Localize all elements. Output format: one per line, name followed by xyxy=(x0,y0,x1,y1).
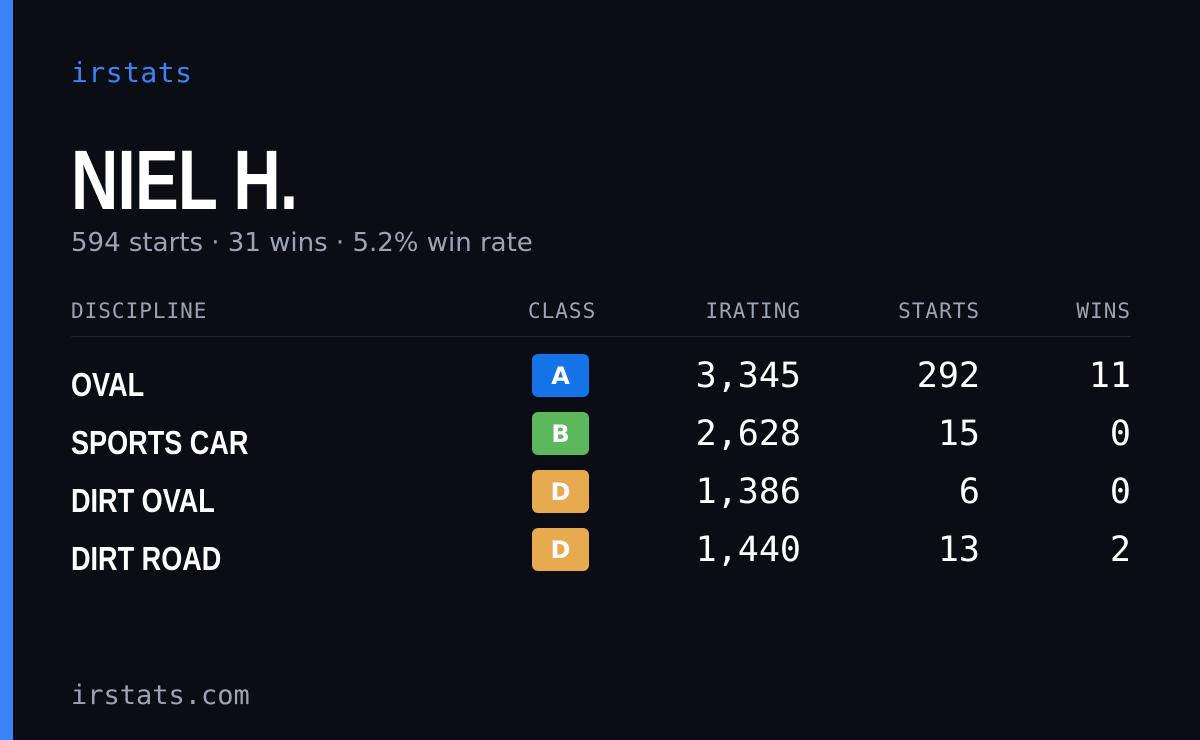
class-badge: D xyxy=(532,528,589,571)
starts-value: 6 xyxy=(958,472,980,512)
wins-value: 2 xyxy=(1109,530,1131,570)
footer-url: irstats.com xyxy=(71,680,250,711)
driver-name: NIEL H. xyxy=(71,133,298,227)
discipline-name: SPORTS CAR xyxy=(71,424,249,461)
irating-value: 1,386 xyxy=(695,472,801,512)
stats-table: DISCIPLINE CLASS IRATING STARTS WINS OVA… xyxy=(71,296,1131,577)
starts-value: 292 xyxy=(916,356,980,396)
header-wins: WINS xyxy=(1076,299,1131,323)
discipline-name: OVAL xyxy=(71,366,145,403)
irating-value: 3,345 xyxy=(695,356,801,396)
table-row: SPORTS CAR B 2,628 15 0 xyxy=(71,410,1131,468)
table-row: DIRT OVAL D 1,386 6 0 xyxy=(71,468,1131,526)
starts-value: 15 xyxy=(937,414,980,454)
driver-summary: 594 starts · 31 wins · 5.2% win rate xyxy=(71,228,533,258)
header-discipline: DISCIPLINE xyxy=(71,299,208,323)
table-row: DIRT ROAD D 1,440 13 2 xyxy=(71,526,1131,584)
header-class: CLASS xyxy=(528,299,597,323)
class-badge: D xyxy=(532,470,589,513)
discipline-name: DIRT ROAD xyxy=(71,540,222,577)
header-starts: STARTS xyxy=(898,299,980,323)
irating-value: 2,628 xyxy=(695,414,801,454)
class-badge: A xyxy=(532,354,589,397)
wins-value: 11 xyxy=(1088,356,1131,396)
wins-value: 0 xyxy=(1109,472,1131,512)
accent-bar xyxy=(0,0,13,740)
class-badge: B xyxy=(532,412,589,455)
irating-value: 1,440 xyxy=(695,530,801,570)
table-body: OVAL A 3,345 292 11 SPORTS CAR B 2,628 1… xyxy=(71,352,1131,584)
table-row: OVAL A 3,345 292 11 xyxy=(71,352,1131,410)
discipline-name: DIRT OVAL xyxy=(71,482,215,519)
brand-logo: irstats xyxy=(71,56,193,89)
starts-value: 13 xyxy=(937,530,980,570)
table-header: DISCIPLINE CLASS IRATING STARTS WINS xyxy=(71,296,1131,337)
wins-value: 0 xyxy=(1109,414,1131,454)
header-irating: IRATING xyxy=(705,299,801,323)
